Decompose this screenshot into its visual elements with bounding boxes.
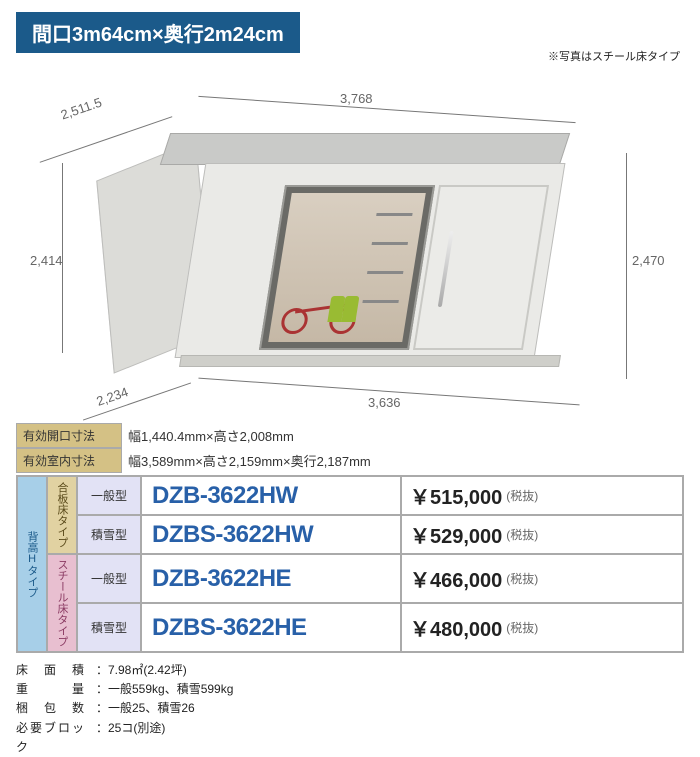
tax-note: (税抜) [506, 487, 538, 504]
spec-key: 重 量 [16, 680, 96, 699]
spec-val: ：7.98㎡(2.42坪) [96, 661, 187, 680]
spec-val: ：25コ(別途) [96, 719, 165, 757]
dim-line [198, 96, 575, 123]
shed-door-opening [259, 185, 435, 350]
model-price: ￥466,000(税抜) [401, 554, 683, 603]
dim-base-width: 3,636 [368, 395, 401, 410]
spec-floor-area: 床 面 積：7.98㎡(2.42坪) [16, 661, 684, 680]
price-table: 背高Hタイプ 合板床タイプ 一般型 DZB-3622HW ￥515,000(税抜… [16, 475, 684, 653]
tax-note: (税抜) [506, 526, 538, 543]
price-value: ￥466,000 [410, 564, 502, 593]
spec-opening-value: 幅1,440.4mm×高さ2,008mm [122, 423, 300, 448]
spec-key: 必要ブロック [16, 719, 96, 757]
spec-key: 梱 包 数 [16, 699, 96, 718]
spec-interior-label: 有効室内寸法 [16, 448, 122, 473]
floor-plywood-label: 合板床タイプ [47, 476, 77, 554]
product-diagram: 2,511.5 3,768 2,414 2,470 2,234 3,636 [20, 83, 680, 413]
spec-val: ：一般25、積雪26 [96, 699, 195, 718]
shed-base [179, 355, 561, 367]
model-code: DZBS-3622HW [141, 515, 401, 554]
model-code: DZB-3622HE [141, 554, 401, 603]
dim-line [40, 116, 173, 163]
spec-interior-value: 幅3,589mm×高さ2,159mm×奥行2,187mm [122, 448, 377, 473]
dim-line [62, 163, 63, 353]
shed-roof [160, 133, 570, 165]
spec-val: ：一般559kg、積雪599kg [96, 680, 233, 699]
type-general-label: 一般型 [77, 554, 141, 603]
model-code: DZBS-3622HE [141, 603, 401, 652]
dim-line [626, 153, 627, 379]
dim-rear-height: 2,414 [30, 253, 63, 268]
spec-opening-row: 有効開口寸法 幅1,440.4mm×高さ2,008mm [16, 423, 684, 448]
model-code: DZB-3622HW [141, 476, 401, 515]
spec-weight: 重 量：一般559kg、積雪599kg [16, 680, 684, 699]
dim-roof-depth: 2,511.5 [59, 95, 104, 123]
header-photo-note: ※写真はスチール床タイプ [548, 48, 680, 64]
price-value: ￥515,000 [410, 481, 502, 510]
tax-note: (税抜) [506, 619, 538, 636]
model-price: ￥529,000(税抜) [401, 515, 683, 554]
spec-block: 有効開口寸法 幅1,440.4mm×高さ2,008mm 有効室内寸法 幅3,58… [16, 423, 684, 473]
dim-roof-width: 3,768 [340, 91, 373, 106]
spec-packages: 梱 包 数：一般25、積雪26 [16, 699, 684, 718]
floor-steel-label: スチール床タイプ [47, 554, 77, 652]
shed-interior [268, 193, 426, 342]
type-general-label: 一般型 [77, 476, 141, 515]
type-snow-label: 積雪型 [77, 515, 141, 554]
shed-illustration [170, 133, 560, 363]
dim-front-height: 2,470 [632, 253, 665, 268]
tax-note: (税抜) [506, 570, 538, 587]
spec-blocks: 必要ブロック：25コ(別途) [16, 719, 684, 757]
shelf-icon [358, 213, 413, 333]
price-value: ￥480,000 [410, 613, 502, 642]
footer-specs: 床 面 積：7.98㎡(2.42坪) 重 量：一般559kg、積雪599kg 梱… [16, 661, 684, 757]
header-dimensions: 間口3m64cm×奥行2m24cm [16, 12, 300, 53]
spec-opening-label: 有効開口寸法 [16, 423, 122, 448]
model-price: ￥515,000(税抜) [401, 476, 683, 515]
door-handle-icon [438, 231, 454, 307]
spec-key: 床 面 積 [16, 661, 96, 680]
spec-interior-row: 有効室内寸法 幅3,589mm×高さ2,159mm×奥行2,187mm [16, 448, 684, 473]
model-price: ￥480,000(税抜) [401, 603, 683, 652]
type-snow-label: 積雪型 [77, 603, 141, 652]
height-type-label: 背高Hタイプ [17, 476, 47, 652]
price-value: ￥529,000 [410, 520, 502, 549]
